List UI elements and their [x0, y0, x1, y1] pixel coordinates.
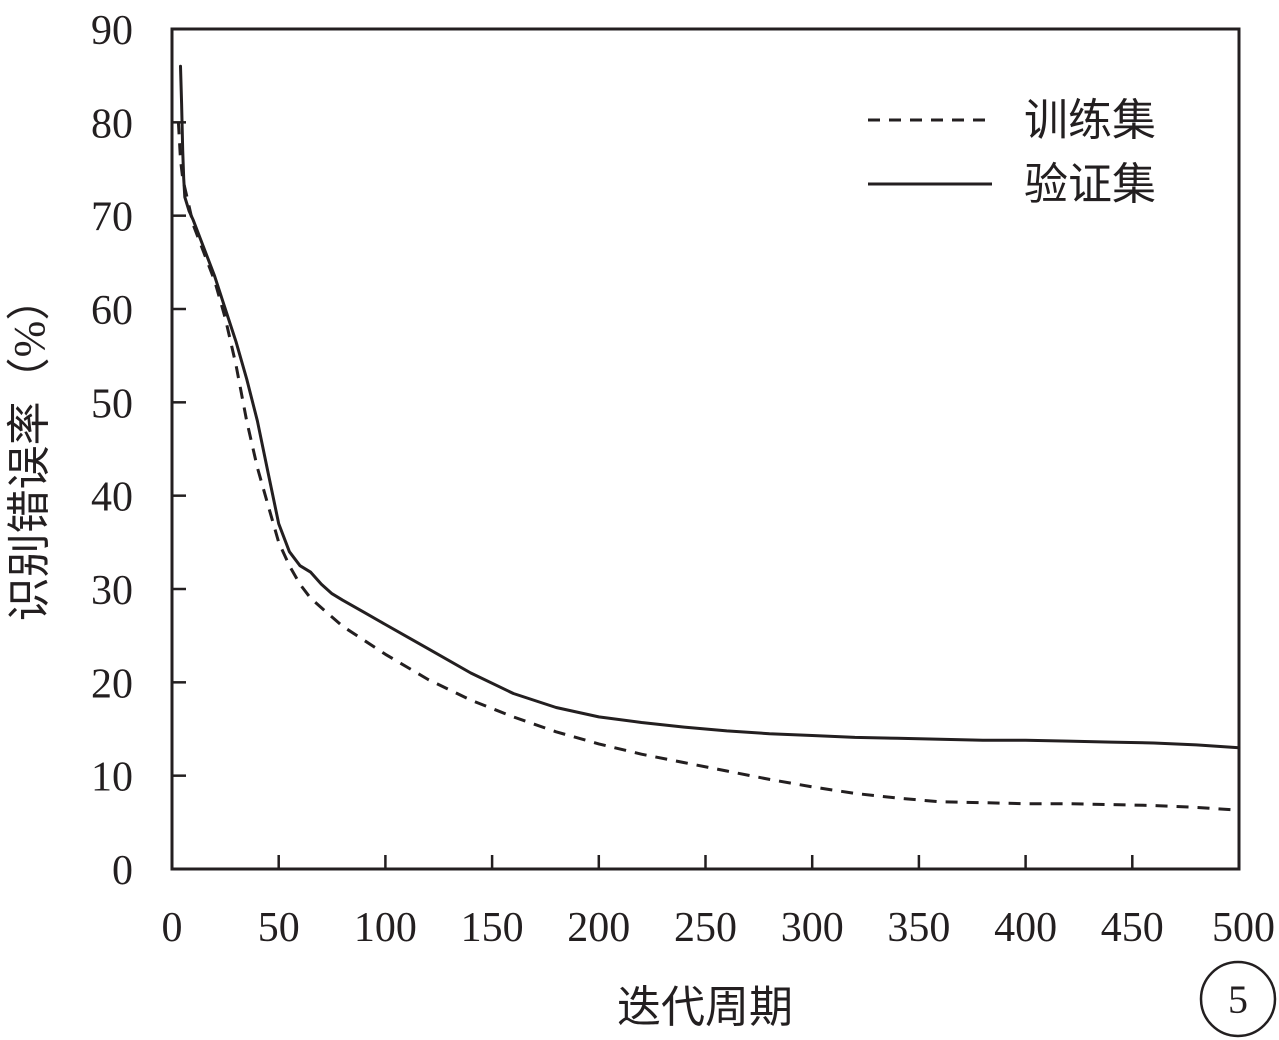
- y-tick-label: 90: [91, 8, 133, 54]
- x-tick-label: 500: [1212, 905, 1275, 951]
- series-lines: [176, 64, 1241, 812]
- y-tick-label: 80: [91, 101, 133, 147]
- y-tick-label: 60: [91, 288, 133, 334]
- panel-label-circle: [1199, 960, 1277, 1038]
- legend: 训练集 验证集: [868, 96, 1156, 209]
- x-tick-label: 0: [162, 905, 183, 951]
- y-tick-label: 0: [112, 848, 133, 894]
- x-tick-label: 100: [354, 905, 417, 951]
- y-tick-label: 20: [91, 661, 133, 707]
- x-tick-label: 350: [887, 905, 950, 951]
- legend-label-val: 验证集: [1024, 160, 1156, 209]
- x-axis: 0 50 100 150 200 250 300 350 400 450 500: [162, 855, 1275, 951]
- plot-area: [170, 27, 1241, 871]
- y-tick-label: 40: [91, 475, 133, 521]
- x-tick-label: 150: [461, 905, 524, 951]
- series-line-train: [176, 122, 1240, 812]
- y-tick-label: 70: [91, 195, 133, 241]
- x-axis-label: 迭代周期: [617, 983, 793, 1032]
- x-tick-label: 450: [1101, 905, 1164, 951]
- x-tick-label: 200: [567, 905, 630, 951]
- panel-label-text: 5: [1228, 977, 1248, 1022]
- y-tick-label: 30: [91, 568, 133, 614]
- panel-label-badge: 5: [1199, 960, 1277, 1038]
- y-tick-label: 10: [91, 755, 133, 801]
- plot-frame: [170, 27, 1241, 871]
- x-tick-label: 300: [781, 905, 844, 951]
- x-tick-label: 50: [258, 905, 300, 951]
- legend-label-train: 训练集: [1024, 96, 1156, 145]
- x-tick-label: 400: [994, 905, 1057, 951]
- y-axis-label: 识别错误率（%）: [5, 277, 54, 622]
- x-tick-label: 250: [674, 905, 737, 951]
- y-axis: 0 10 20 30 40 50 60 70 80 90: [91, 8, 186, 894]
- y-tick-label: 50: [91, 381, 133, 427]
- series-line-validation: [179, 64, 1241, 750]
